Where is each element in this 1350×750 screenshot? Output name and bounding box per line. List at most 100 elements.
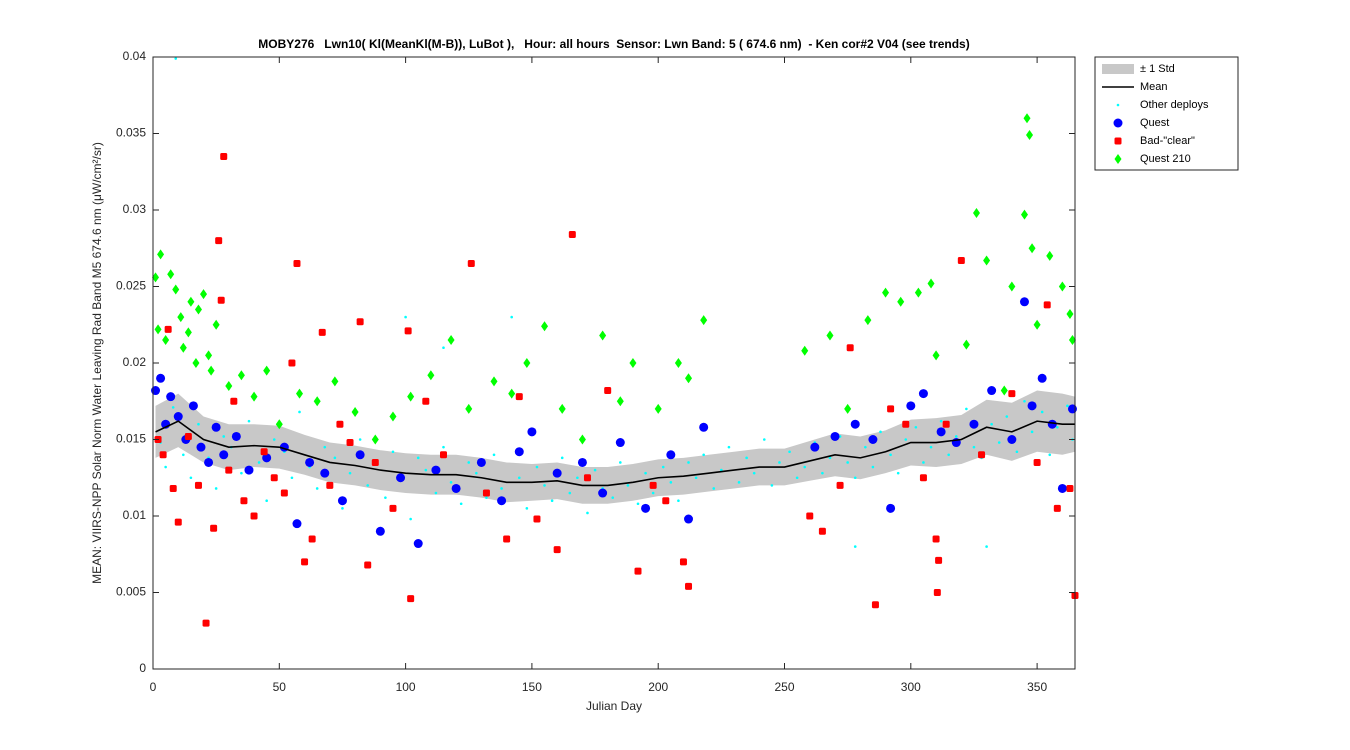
point: [320, 468, 330, 478]
point: [846, 461, 849, 464]
point: [164, 465, 167, 469]
point: [409, 517, 412, 521]
point: [442, 445, 445, 449]
point: [649, 481, 657, 489]
point: [844, 403, 852, 414]
point: [679, 558, 687, 566]
point: [371, 434, 379, 445]
std-band: [155, 390, 1076, 504]
legend-label: Quest 210: [1140, 153, 1191, 165]
x-tick-label: 200: [648, 680, 668, 694]
point: [416, 456, 420, 460]
point: [449, 481, 453, 484]
point: [694, 476, 698, 480]
point: [179, 342, 187, 353]
point: [762, 438, 766, 441]
point: [407, 595, 415, 603]
point: [358, 438, 362, 441]
point: [177, 312, 185, 323]
point: [290, 476, 294, 480]
point: [476, 457, 486, 467]
point: [615, 438, 625, 448]
point: [897, 296, 905, 307]
point: [868, 435, 878, 444]
point: [826, 330, 834, 341]
point: [846, 344, 854, 352]
point: [619, 461, 622, 464]
legend-swatch: [1116, 103, 1120, 107]
legend-box: [1094, 56, 1239, 171]
point: [864, 315, 872, 326]
point: [1037, 373, 1047, 383]
point: [604, 387, 612, 395]
point: [346, 439, 354, 447]
point: [752, 471, 756, 475]
point: [795, 476, 799, 480]
point: [1023, 399, 1026, 403]
point: [157, 249, 165, 260]
point: [250, 512, 258, 520]
x-tick-label: 250: [774, 680, 794, 694]
point: [192, 358, 200, 368]
point: [182, 453, 185, 457]
point: [189, 476, 193, 480]
point: [434, 491, 438, 495]
point: [871, 465, 875, 469]
point: [431, 465, 441, 475]
point: [230, 397, 238, 405]
point: [788, 450, 791, 454]
point: [225, 466, 233, 474]
point: [492, 453, 496, 457]
point: [914, 287, 922, 298]
point: [515, 393, 523, 401]
point: [240, 471, 243, 475]
point: [685, 373, 693, 384]
point: [879, 430, 882, 434]
point: [990, 422, 993, 426]
point: [871, 601, 879, 609]
y-tick-label: 0.04: [123, 49, 147, 63]
point: [184, 432, 192, 440]
point: [225, 380, 233, 391]
point: [577, 457, 587, 467]
point: [205, 350, 213, 361]
point: [272, 438, 276, 441]
point: [1033, 458, 1041, 466]
legend-swatch: [1102, 64, 1134, 74]
point: [467, 260, 475, 268]
point: [1008, 281, 1016, 292]
point: [219, 450, 229, 460]
point: [886, 503, 896, 513]
chart-title: MOBY276 Lwn10( Kl(MeanKl(M-B)), LuBot ),…: [258, 37, 969, 51]
y-tick-label: 0.035: [116, 126, 146, 140]
point: [164, 325, 172, 333]
point: [541, 321, 549, 332]
point: [1008, 390, 1016, 398]
point: [770, 484, 774, 487]
point: [1047, 419, 1057, 429]
point: [451, 483, 461, 493]
point: [654, 403, 662, 414]
point: [828, 456, 832, 460]
point: [413, 539, 423, 549]
point: [864, 445, 867, 449]
point: [593, 468, 597, 472]
point: [850, 419, 860, 429]
point: [1066, 484, 1074, 492]
point: [169, 484, 177, 492]
x-tick-label: 0: [150, 680, 157, 694]
point: [674, 358, 682, 368]
legend: ± 1 Std Mean Other deploys Quest Bad-"clear"…: [1094, 56, 1239, 171]
point: [280, 489, 288, 497]
point: [371, 458, 379, 466]
point: [257, 461, 261, 464]
point: [396, 473, 406, 483]
point: [288, 359, 296, 367]
point: [404, 315, 407, 319]
point: [669, 481, 673, 484]
point: [699, 422, 709, 432]
point: [904, 438, 908, 441]
point: [1027, 401, 1037, 411]
point: [1056, 425, 1059, 429]
point: [174, 57, 178, 60]
